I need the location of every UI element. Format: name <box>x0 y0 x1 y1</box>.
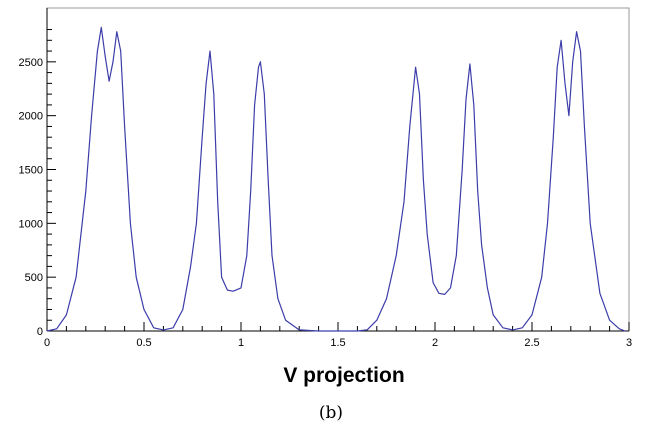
x-tick-label: 0.5 <box>136 337 151 349</box>
y-tick-label: 500 <box>25 272 43 284</box>
y-tick-label: 1000 <box>19 218 43 230</box>
x-tick-label: 1 <box>238 337 244 349</box>
x-tick-label: 2.5 <box>524 337 539 349</box>
x-tick-label: 3 <box>626 337 632 349</box>
x-tick-label: 0 <box>44 337 50 349</box>
x-tick-label: 1.5 <box>330 337 345 349</box>
axes <box>46 8 630 332</box>
x-tick-label: 2 <box>432 337 438 349</box>
y-tick-label: 2000 <box>19 111 43 123</box>
labels-layer: 0 0.5 1 1.5 2 2.5 3 0 500 1000 1500 2000 2500 V proje… <box>19 57 633 423</box>
y-tick-label: 0 <box>37 326 43 338</box>
figure-caption: (b) <box>319 403 343 423</box>
x-axis-title: V projection <box>283 364 404 387</box>
y-tick-label: 1500 <box>19 165 43 177</box>
y-tick-label: 2500 <box>19 57 43 69</box>
series-layer <box>46 26 626 332</box>
series-line <box>46 26 626 332</box>
plot-frame <box>46 7 630 332</box>
